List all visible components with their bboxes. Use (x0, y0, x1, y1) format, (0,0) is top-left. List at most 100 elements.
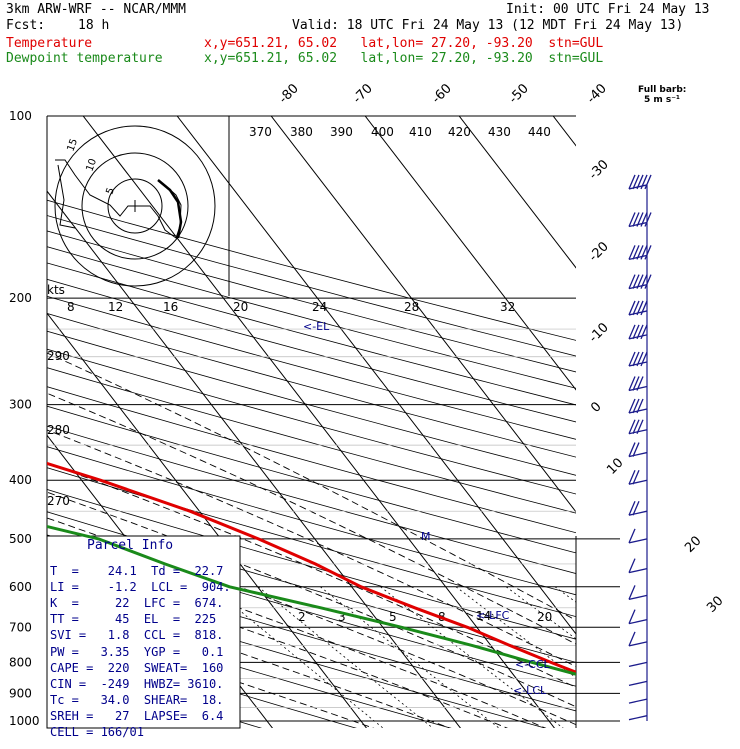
chart-series (47, 461, 576, 676)
wind-barb-flag (628, 558, 636, 573)
wind-barb-flag (632, 442, 640, 457)
dry-adiabat (47, 262, 576, 406)
hodograph-ring (54, 125, 216, 287)
moist-adiabat (47, 352, 576, 621)
wind-barb-flag (632, 469, 640, 485)
parcel-info-row: LI = -1.2 LCL = 904. (50, 580, 231, 594)
moist-adiabat (47, 517, 576, 726)
wind-barb-flag (632, 245, 640, 260)
temperature-location: x,y=651.21, 65.02 lat,lon= 27.20, -93.20… (204, 36, 604, 51)
wind-barb-flag (640, 300, 648, 316)
parcel-info-title: Parcel Info (87, 538, 174, 553)
wind-barb-flag (640, 245, 648, 260)
mixing-ratio-label: 2 (298, 610, 306, 624)
isotherm-line (176, 116, 576, 635)
wind-barb-flag (636, 245, 644, 260)
parcel-info-row: TT = 45 EL = 225 (50, 612, 217, 626)
isotherm-label: -60 (429, 81, 455, 107)
wind-barb (628, 538, 648, 544)
theta-label: 380 (290, 125, 313, 139)
wind-barb-flag (636, 274, 644, 289)
mixing-ratio-label: 8 (67, 300, 75, 314)
isotherm-label: -70 (350, 81, 376, 107)
wind-barb-flag (632, 324, 640, 340)
pressure-label: 500 (9, 532, 32, 546)
dry-adiabat (47, 246, 576, 389)
isotherm-line (364, 116, 576, 391)
dewpoint-legend: Dewpoint temperature (6, 51, 163, 66)
wind-barb (628, 641, 648, 647)
isotherm-line (270, 116, 576, 513)
wind-barb-flag (628, 174, 636, 190)
isotherm-label: 30 (704, 594, 726, 616)
wind-barb (628, 510, 648, 516)
parcel-marker: M (421, 530, 431, 543)
dry-adiabat (47, 348, 576, 495)
theta-label: 390 (330, 125, 353, 139)
temperature-legend: Temperature (6, 36, 93, 51)
isotherm-label: 20 (682, 534, 704, 556)
wind-barb-flag (636, 212, 644, 227)
mixing-ratio-label: 20 (537, 610, 552, 624)
wind-barb (628, 661, 648, 668)
parcel-info-row: CELL = 166/01 (50, 725, 144, 739)
dewpoint-location: x,y=651.21, 65.02 lat,lon= 27.20, -93.20… (204, 51, 604, 66)
dewpoint-line (47, 524, 576, 676)
isotherm-label: -80 (276, 81, 302, 107)
wind-barb-flag (640, 351, 648, 367)
wind-barb-flag (644, 274, 652, 289)
wind-barb-flag (636, 398, 644, 414)
wind-barb-flag (628, 500, 636, 516)
dry-adiabat (47, 467, 576, 618)
pressure-label: 200 (9, 291, 32, 305)
fcst-value: 18 h (78, 18, 110, 33)
moist-adiabat (47, 429, 576, 668)
dry-adiabat (47, 295, 576, 440)
isotherm-line (47, 190, 462, 728)
theta-side-label: 270 (47, 494, 70, 508)
init-time: Init: 00 UTC Fri 24 May 13 (506, 2, 710, 17)
hodograph-ring-label: 15 (65, 137, 80, 153)
parcel-info-row: SREH = 27 LAPSE= 6.4 (50, 709, 224, 723)
isobars (46, 115, 620, 729)
mixing-ratio-label: 32 (500, 300, 515, 314)
wind-barb-flag (644, 174, 652, 190)
wind-barb-flag (628, 351, 636, 367)
pressure-label: 400 (9, 473, 32, 487)
wind-barb-flag (632, 500, 640, 516)
parcel-info-row: K = 22 LFC = 674. (50, 596, 224, 610)
pressure-label: 100 (9, 109, 32, 123)
dry-adiabat (47, 582, 547, 728)
wind-barb (628, 479, 648, 485)
pressure-label: 300 (9, 398, 32, 412)
theta-label: 420 (448, 125, 471, 139)
wind-barb-flag (632, 212, 640, 227)
theta-side-label: 280 (47, 423, 70, 437)
mixing-ratio-line (455, 586, 576, 679)
wind-barb-flag (628, 300, 636, 316)
wind-barb-flag (636, 324, 644, 340)
wind-barb (628, 451, 648, 458)
isotherm-label: 0 (588, 399, 604, 415)
isotherm-label: -30 (586, 157, 612, 183)
wind-barb (628, 568, 648, 574)
moist-adiabat (47, 462, 576, 688)
mixing-ratio-line (505, 586, 576, 640)
wind-barb (628, 680, 648, 687)
theta-label: 400 (371, 125, 394, 139)
mixing-ratio-label: 5 (389, 610, 397, 624)
wind-barb-flag (628, 324, 636, 340)
wind-barb-flag (636, 174, 644, 190)
barb-legend-line1: Full barb: (638, 85, 686, 95)
wind-barb-flag (640, 324, 648, 340)
theta-label: 410 (409, 125, 432, 139)
wind-barb-flag (632, 351, 640, 367)
isotherm-line (82, 116, 556, 728)
dry-adiabat (47, 230, 576, 373)
wind-barb-flag (628, 528, 636, 544)
pressure-label: 600 (9, 580, 32, 594)
parcel-info-panel: Parcel Info T = 24.1 Td = 22.7 LI = -1.2… (47, 538, 240, 739)
